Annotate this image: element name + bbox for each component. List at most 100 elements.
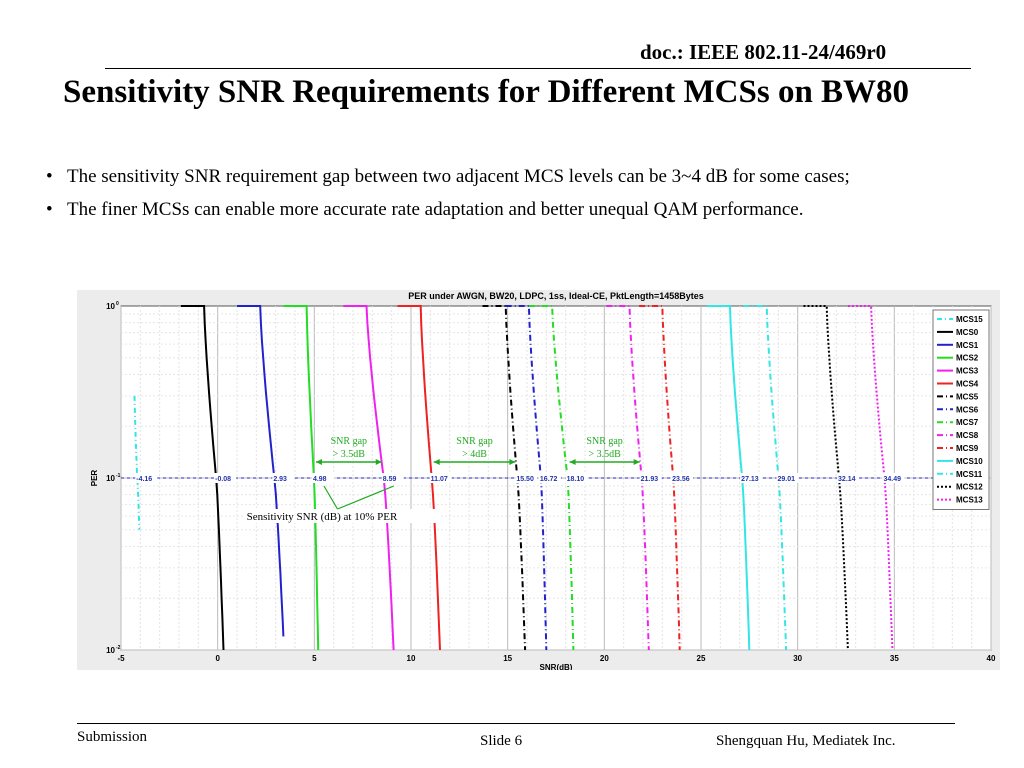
bullet-dot-icon: •	[46, 166, 53, 187]
series-line-mcs1	[237, 305, 285, 637]
bullet-item: • The finer MCSs can enable more accurate…	[46, 193, 850, 226]
legend-label-mcs8: MCS8	[956, 431, 979, 440]
series-line-mcs4	[397, 305, 441, 651]
x-tick-label: 25	[697, 654, 706, 663]
data-label-mcs11: 29.01	[778, 476, 796, 483]
legend-label-mcs0: MCS0	[956, 328, 979, 337]
x-axis-label: SNR(dB)	[540, 663, 573, 670]
gap-arrow-head-left	[433, 459, 440, 465]
y-tick-base: 10	[106, 302, 115, 311]
legend-label-mcs12: MCS12	[956, 483, 983, 492]
series-line-mcs2	[283, 305, 320, 651]
series-line-mcs7	[528, 305, 575, 651]
y-tick-base: 10	[106, 474, 115, 483]
data-label-bg	[429, 473, 452, 483]
callout-pointer	[323, 485, 339, 510]
data-label-mcs13: 34.49	[883, 476, 901, 483]
series-line-mcs11	[743, 305, 788, 651]
per-chart: PER under AWGN, BW20, LDPC, 1ss, Ideal-C…	[90, 291, 996, 670]
series-line-mcs5	[482, 305, 527, 651]
series-line-mcs10	[706, 305, 751, 651]
data-label-bg	[272, 473, 295, 483]
data-label-bg	[671, 473, 694, 483]
data-label-mcs15: -4.16	[136, 476, 152, 483]
x-tick-label: 10	[407, 654, 416, 663]
series-line-mcs3	[343, 305, 395, 651]
x-tick-label: 20	[600, 654, 609, 663]
gap-annotation-line1: SNR gap	[586, 436, 622, 447]
footer-slide-number: Slide 6	[480, 733, 523, 749]
x-tick-label: 5	[312, 654, 317, 663]
slide-title: Sensitivity SNR Requirements for Differe…	[63, 74, 910, 110]
data-label-mcs12: 32.14	[838, 476, 856, 483]
data-label-bg	[639, 473, 662, 483]
data-label-bg	[515, 473, 538, 483]
bullet-item: • The sensitivity SNR requirement gap bet…	[46, 160, 850, 193]
bullet-text: The finer MCSs can enable more accurate …	[67, 199, 804, 220]
x-tick-label: 40	[987, 654, 996, 663]
data-label-mcs7: 18.10	[567, 476, 585, 483]
gap-arrow-head-right	[633, 459, 640, 465]
x-tick-label: 0	[215, 654, 220, 663]
footer-rule	[77, 723, 955, 724]
gap-annotation-line1: SNR gap	[456, 436, 492, 447]
legend-label-mcs4: MCS4	[956, 380, 979, 389]
gap-arrow-head-right	[509, 459, 516, 465]
series-line-mcs8	[606, 305, 650, 651]
data-label-mcs6: 16.72	[540, 476, 558, 483]
legend-label-mcs7: MCS7	[956, 418, 979, 427]
data-label-mcs0: -0.08	[215, 476, 231, 483]
data-label-mcs9: 23.56	[672, 476, 690, 483]
data-label-bg	[740, 473, 763, 483]
bullet-list: • The sensitivity SNR requirement gap bet…	[46, 160, 850, 226]
data-label-bg	[135, 473, 158, 483]
data-label-mcs5: 15.50	[516, 476, 534, 483]
header-rule	[105, 68, 971, 69]
gap-arrow-head-right	[375, 459, 382, 465]
data-label-bg	[311, 473, 334, 483]
data-label-bg	[538, 473, 561, 483]
callout-bg	[242, 509, 439, 523]
data-label-mcs4: 11.07	[431, 476, 448, 483]
chart-title: PER under AWGN, BW20, LDPC, 1ss, Ideal-C…	[408, 291, 704, 301]
bullet-text: The sensitivity SNR requirement gap betw…	[67, 166, 850, 187]
legend-label-mcs5: MCS5	[956, 392, 979, 401]
data-label-bg	[381, 473, 404, 483]
data-label-bg	[565, 473, 588, 483]
legend-label-mcs3: MCS3	[956, 367, 979, 376]
legend-label-mcs11: MCS11	[956, 470, 983, 479]
data-label-bg	[882, 473, 905, 483]
x-tick-label: -5	[117, 654, 125, 663]
legend-label-mcs1: MCS1	[956, 341, 979, 350]
bullet-dot-icon: •	[46, 199, 53, 220]
legend-label-mcs13: MCS13	[956, 496, 983, 505]
series-line-mcs6	[505, 305, 548, 651]
x-tick-label: 30	[793, 654, 802, 663]
data-label-mcs10: 27.13	[741, 476, 759, 483]
data-label-bg	[837, 473, 860, 483]
data-label-mcs3: 8.59	[383, 476, 397, 483]
x-tick-label: 15	[503, 654, 512, 663]
series-line-mcs0	[180, 305, 225, 651]
callout-text: Sensitivity SNR (dB) at 10% PER	[247, 511, 398, 523]
y-tick-exponent: -2	[116, 645, 121, 651]
data-label-bg	[776, 473, 799, 483]
y-tick-exponent: -1	[116, 473, 121, 479]
gap-annotation-line2: > 3.5dB	[588, 449, 621, 460]
footer-submission: Submission	[77, 729, 148, 745]
gap-arrow-head-left	[569, 459, 576, 465]
gap-annotation-line1: SNR gap	[331, 436, 367, 447]
data-label-bg	[214, 473, 237, 483]
legend-label-mcs6: MCS6	[956, 405, 979, 414]
gap-annotation-line2: > 4dB	[462, 449, 487, 460]
legend-label-mcs2: MCS2	[956, 354, 979, 363]
data-label-mcs2: 4.98	[313, 476, 327, 483]
gap-arrow-head-left	[315, 459, 322, 465]
legend-label-mcs9: MCS9	[956, 444, 979, 453]
y-tick-base: 10	[106, 646, 115, 655]
series-line-mcs15	[133, 395, 141, 530]
data-label-mcs1: 2.93	[273, 476, 287, 483]
y-axis-label: PER	[90, 470, 99, 487]
data-label-mcs8: 21.93	[641, 476, 659, 483]
gap-annotation-line2: > 3.5dB	[333, 449, 366, 460]
